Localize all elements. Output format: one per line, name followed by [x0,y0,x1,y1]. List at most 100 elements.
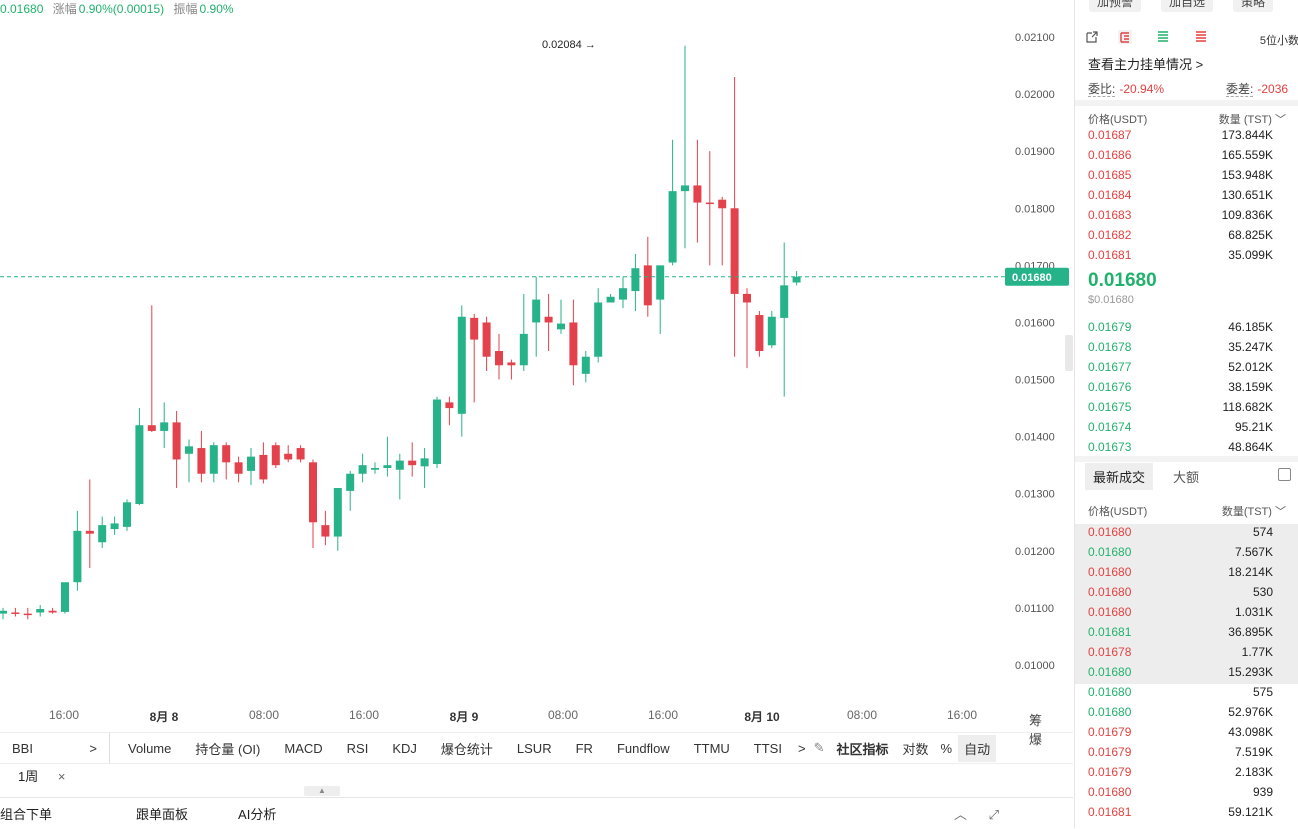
candle-body [358,465,367,474]
trade-row[interactable]: 0.01680 15.293K [1075,665,1298,685]
percent-scale-toggle[interactable]: % [940,740,953,756]
ask-row[interactable]: 0.01681 35.099K [1075,248,1298,268]
book-bids-icon[interactable] [1156,30,1170,44]
candlestick-chart[interactable]: 0.01000 0.01100 0.01200 0.01300 0.01400 0.015… [0,14,1073,708]
candle-body [160,422,169,431]
add-watchlist-button[interactable]: 加自选 [1161,0,1214,12]
bid-price: 0.01676 [1088,380,1132,394]
qty-header-selector[interactable]: 数量 (TST) ﹀ [1219,111,1286,127]
trade-row[interactable]: 0.01680 939 [1075,785,1298,805]
ask-row[interactable]: 0.01687 173.844K [1075,128,1298,148]
candle-body [705,202,714,205]
ask-row[interactable]: 0.01682 68.825K [1075,228,1298,248]
book-both-icon[interactable] [1118,30,1132,44]
trade-row[interactable]: 0.01681 59.121K [1075,805,1298,825]
indicator-kdj[interactable]: KDJ [392,740,417,756]
large-filter-checkbox[interactable] [1278,468,1291,481]
more-indicators-chevron-icon[interactable]: > [797,740,806,756]
trade-row[interactable]: 0.01681 36.895K [1075,625,1298,645]
bbi-selector[interactable]: BBI > [0,733,110,763]
tab-large-trades[interactable]: 大额 [1173,470,1200,485]
trade-row[interactable]: 0.01680 52.976K [1075,705,1298,725]
candle-body [0,610,7,614]
trade-qty: 575 [1252,685,1273,699]
bid-row[interactable]: 0.01675 118.682K [1075,400,1298,420]
tab-ai-analysis[interactable]: AI分析 [238,807,277,822]
trade-row[interactable]: 0.01680 18.214K [1075,565,1298,585]
trade-row[interactable]: 0.01679 2.183K [1075,765,1298,785]
price-header: 价格(USDT) [1088,114,1148,126]
bid-row[interactable]: 0.01673 48.864K [1075,440,1298,460]
indicator-macd[interactable]: MACD [284,740,323,756]
book-asks-icon[interactable] [1194,30,1208,44]
trade-price: 0.01678 [1088,645,1132,659]
trade-price: 0.01680 [1088,545,1132,559]
ask-qty: 173.844K [1221,128,1273,142]
indicator-ttsi[interactable]: TTSI [753,740,782,756]
ask-row[interactable]: 0.01686 165.559K [1075,148,1298,168]
trade-row[interactable]: 0.01679 7.519K [1075,745,1298,765]
chevron-up-icon[interactable]: ︿ [953,807,967,822]
edit-icon[interactable]: ✎ [813,740,825,755]
summary-price: 0.01680 [0,2,44,16]
side-tool-labels[interactable]: 筹 爆 [1029,713,1051,747]
indicator-fr[interactable]: FR [575,740,593,756]
bid-qty: 52.012K [1228,360,1273,374]
bid-price: 0.01679 [1088,320,1132,334]
expand-icon[interactable]: ⤢ [988,807,999,822]
bid-qty: 48.864K [1228,440,1273,454]
indicator-volume[interactable]: Volume [128,740,172,756]
trade-row[interactable]: 0.01680 575 [1075,685,1298,705]
indicator-liquidation[interactable]: 爆仓统计 [440,741,493,757]
popout-icon[interactable] [1085,30,1099,44]
trade-row[interactable]: 0.01680 7.567K [1075,545,1298,565]
trade-qty: 15.293K [1228,665,1273,679]
bid-row[interactable]: 0.01676 38.159K [1075,380,1298,400]
action-buttons: 加预警 加自选 策略 [1075,0,1298,14]
trade-price: 0.01680 [1088,565,1132,579]
indicator-rsi[interactable]: RSI [346,740,369,756]
bid-qty: 38.159K [1228,380,1273,394]
tab-latest-trades[interactable]: 最新成交 [1085,463,1154,490]
precision-selector[interactable]: 5位小数 [1259,35,1298,47]
indicator-ttmu[interactable]: TTMU [693,740,730,756]
y-tick-label: 0.01100 [1015,603,1054,615]
trade-row[interactable]: 0.01680 574 [1075,525,1298,545]
ask-row[interactable]: 0.01684 130.651K [1075,188,1298,208]
strategy-button[interactable]: 策略 [1233,0,1274,12]
trade-row[interactable]: 0.01678 1.77K [1075,645,1298,665]
bid-row[interactable]: 0.01674 95.21K [1075,420,1298,440]
indicator-fundflow[interactable]: Fundflow [616,740,670,756]
close-icon[interactable]: × [57,769,66,784]
trade-row[interactable]: 0.01679 43.098K [1075,725,1298,745]
indicator-oi[interactable]: 持仓量 (OI) [195,741,261,757]
candle-body [507,362,516,366]
candle-body [333,488,342,537]
trade-row[interactable]: 0.01680 1.031K [1075,605,1298,625]
add-alert-button[interactable]: 加预警 [1089,0,1142,12]
tab-copy-panel[interactable]: 跟单面板 [136,807,189,822]
log-scale-toggle[interactable]: 对数 [902,741,929,757]
ask-row[interactable]: 0.01685 153.948K [1075,168,1298,188]
y-tick-label: 0.01300 [1015,489,1055,501]
candle-body [259,454,268,480]
bid-qty: 35.247K [1228,340,1273,354]
bid-row[interactable]: 0.01678 35.247K [1075,340,1298,360]
tab-combo-order[interactable]: 组合下单 [0,807,53,822]
trade-row[interactable]: 0.01680 530 [1075,585,1298,605]
indicator-lsur[interactable]: LSUR [516,740,552,756]
community-indicators[interactable]: 社区指标 [836,741,889,757]
main-force-link[interactable]: 查看主力挂单情况 > [1088,57,1204,72]
trade-qty-header-selector[interactable]: 数量(TST) ﹀ [1222,503,1286,519]
candle-body [172,422,181,460]
bid-row[interactable]: 0.01679 46.185K [1075,320,1298,340]
x-tick-label: 8月 8 [149,710,179,724]
diff-label: 委差: [1226,82,1254,97]
period-label[interactable]: 1周 [18,769,39,784]
panel-resize-handle[interactable] [1065,335,1073,371]
ask-row[interactable]: 0.01683 109.836K [1075,208,1298,228]
bid-row[interactable]: 0.01677 52.012K [1075,360,1298,380]
candle-body [681,185,689,192]
collapse-handle-icon[interactable]: ▲ [304,786,340,796]
auto-scale-toggle[interactable]: 自动 [958,734,997,762]
